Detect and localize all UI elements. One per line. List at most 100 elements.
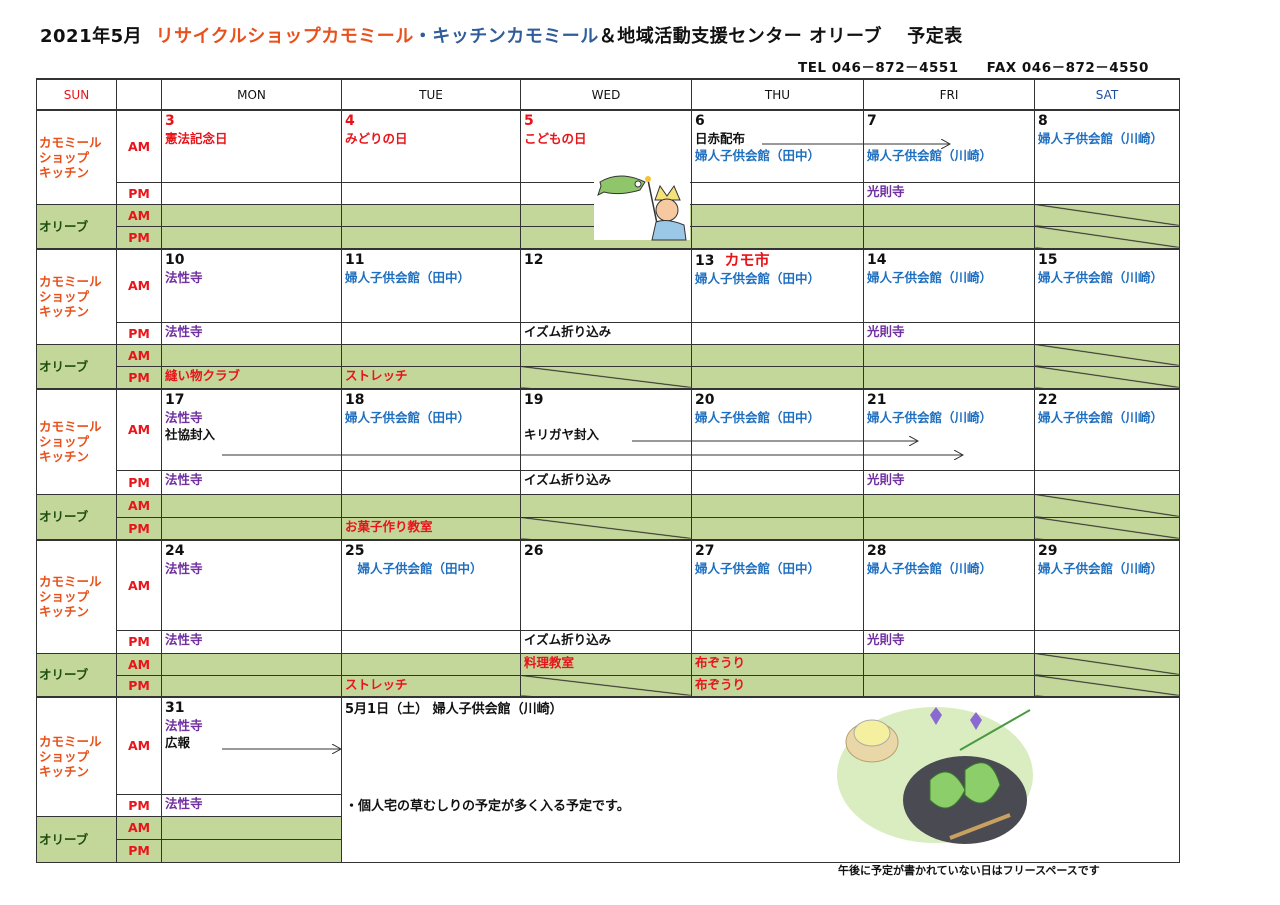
day-cell-11: 11 婦人子供会館（田中） [341, 248, 521, 323]
day-number-value: 25 [345, 543, 365, 559]
title-center: ＆地域活動支援センター オリーブ 予定表 [598, 26, 963, 47]
pm-cell: 法性寺 [161, 629, 342, 654]
row-label-line: キッチン [39, 449, 90, 465]
day-number-value: 8 [1038, 113, 1048, 129]
day-number: 4 [345, 112, 517, 130]
time-am: AM [116, 652, 162, 676]
schedule-entry: イズム折り込み [524, 631, 612, 647]
footer-note: 午後に予定が書かれていない日はフリースペースです [838, 864, 1100, 877]
olive-am-cell [1034, 493, 1180, 518]
olive-row-am: オリーブ AM [36, 203, 1180, 250]
pm-cell: 法性寺 [161, 793, 342, 817]
row-label-line: カモミール [39, 574, 102, 590]
day-cell-21: 21 婦人子供会館（川崎） [863, 388, 1035, 471]
olive-pm-cell [161, 225, 342, 250]
row-label-line: カモミール [39, 274, 102, 290]
day-cell-25: 25 婦人子供会館（田中） [341, 539, 521, 631]
schedule-entry: 法性寺 [165, 410, 203, 425]
olive-pm-cell [691, 516, 864, 541]
column-header-thu: THU [691, 78, 864, 111]
olive-pm-cell [1034, 365, 1180, 390]
schedule-entry: 縫い物クラブ [165, 367, 241, 383]
olive-am-cell [863, 652, 1035, 676]
pm-cell [1034, 629, 1180, 654]
schedule-entry: イズム折り込み [524, 471, 612, 487]
tel: TEL 046－872－4551 [798, 60, 959, 76]
day-cell-8: 8 婦人子供会館（川崎） [1034, 109, 1180, 183]
day-number: 5 [524, 112, 688, 130]
schedule-entry: 布ぞうり [695, 654, 746, 670]
week-row-am: カモミール ショップ キッチン AM 3 憲法記念日 4 みどりの日 5 こどもの日 6 日赤配布 婦人… [36, 109, 1180, 205]
day-number: 25 [345, 542, 517, 560]
pm-cell [341, 321, 521, 345]
day-number: 21 [867, 391, 1031, 409]
olive-am-cell [863, 343, 1035, 367]
pm-cell: 光則寺 [863, 469, 1035, 495]
note-line: ・個人宅の草むしりの予定が多く入る予定です。 [345, 799, 630, 814]
day-cell-4: 4 みどりの日 [341, 109, 521, 183]
day-cell-13: 13 カモ市 婦人子供会館（田中） [691, 248, 864, 323]
time-am: AM [116, 493, 162, 518]
pm-cell: イズム折り込み [520, 629, 692, 654]
pm-cell: 法性寺 [161, 469, 342, 495]
time-pm: PM [116, 365, 162, 390]
day-cell-7: 7 婦人子供会館（川崎） [863, 109, 1035, 183]
olive-pm-cell: お菓子作り教室 [341, 516, 521, 541]
olive-row-pm: PM [37, 225, 1180, 250]
pm-cell: イズム折り込み [520, 321, 692, 345]
day-number: 3 [165, 112, 338, 130]
row-label-line: ショップ [39, 749, 90, 765]
day-cell-10: 10 法性寺 [161, 248, 342, 323]
pm-cell [691, 181, 864, 205]
time-pm: PM [116, 793, 162, 817]
column-header-sun: SUN [36, 78, 117, 111]
day-number-value: 22 [1038, 392, 1058, 408]
day-number-value: 4 [345, 113, 355, 129]
olive-am-cell: 料理教室 [520, 652, 692, 676]
time-pm: PM [116, 629, 162, 654]
row-label-olive: オリーブ [36, 652, 117, 698]
olive-am-cell [161, 652, 342, 676]
schedule-entry: キリガヤ封入 [524, 427, 600, 442]
olive-pm-cell [161, 516, 342, 541]
title-shop: リサイクルショップカモミール [155, 26, 414, 47]
olive-pm-cell [863, 516, 1035, 541]
week-row-am: カモミール ショップ キッチン AM 17 法性寺 社協封入 18 婦人子供会館（田中） 19 キ… [36, 388, 1180, 495]
day-number-value: 3 [165, 113, 175, 129]
day-number-value: 21 [867, 392, 887, 408]
title-month: 2021年5月 [40, 26, 143, 47]
day-number-value: 20 [695, 392, 715, 408]
schedule-entry: 法性寺 [165, 270, 203, 285]
day-cell-31: 31 法性寺 広報 [161, 696, 342, 795]
time-am: AM [116, 109, 162, 183]
schedule-entry [867, 130, 1031, 147]
row-label-kamomile: カモミール ショップ キッチン [36, 388, 117, 495]
olive-am-cell [341, 652, 521, 676]
olive-am-cell [341, 203, 521, 227]
olive-am-cell [691, 493, 864, 518]
schedule-entry: 婦人子供会館（田中） [345, 410, 471, 425]
day-cell-27: 27 婦人子供会館（田中） [691, 539, 864, 631]
olive-am-cell [1034, 652, 1180, 676]
day-event-badge: カモ市 [724, 251, 770, 269]
title-kitchen: ・キッチンカモミール [413, 26, 599, 47]
day-number: 11 [345, 251, 517, 269]
fax: FAX 046－872－4550 [986, 60, 1149, 76]
day-cell-12: 12 [520, 248, 692, 323]
schedule-entry: 法性寺 [165, 631, 203, 647]
pm-cell [341, 181, 521, 205]
olive-am-cell [863, 203, 1035, 227]
schedule-entry: 法性寺 [165, 795, 203, 811]
pm-cell [341, 629, 521, 654]
schedule-entry: 婦人子供会館（田中） [345, 561, 483, 576]
day-number: 27 [695, 542, 860, 560]
time-pm: PM [116, 181, 162, 205]
olive-am-cell: 布ぞうり [691, 652, 864, 676]
pm-cell [691, 321, 864, 345]
day-number-value: 15 [1038, 252, 1058, 268]
time-pm: PM [116, 516, 162, 541]
row-label-line: キッチン [39, 164, 90, 180]
day-number-value: 5 [524, 113, 534, 129]
olive-row-pm: PM お菓子作り教室 [37, 516, 1180, 541]
day-number: 13 カモ市 [695, 251, 860, 270]
